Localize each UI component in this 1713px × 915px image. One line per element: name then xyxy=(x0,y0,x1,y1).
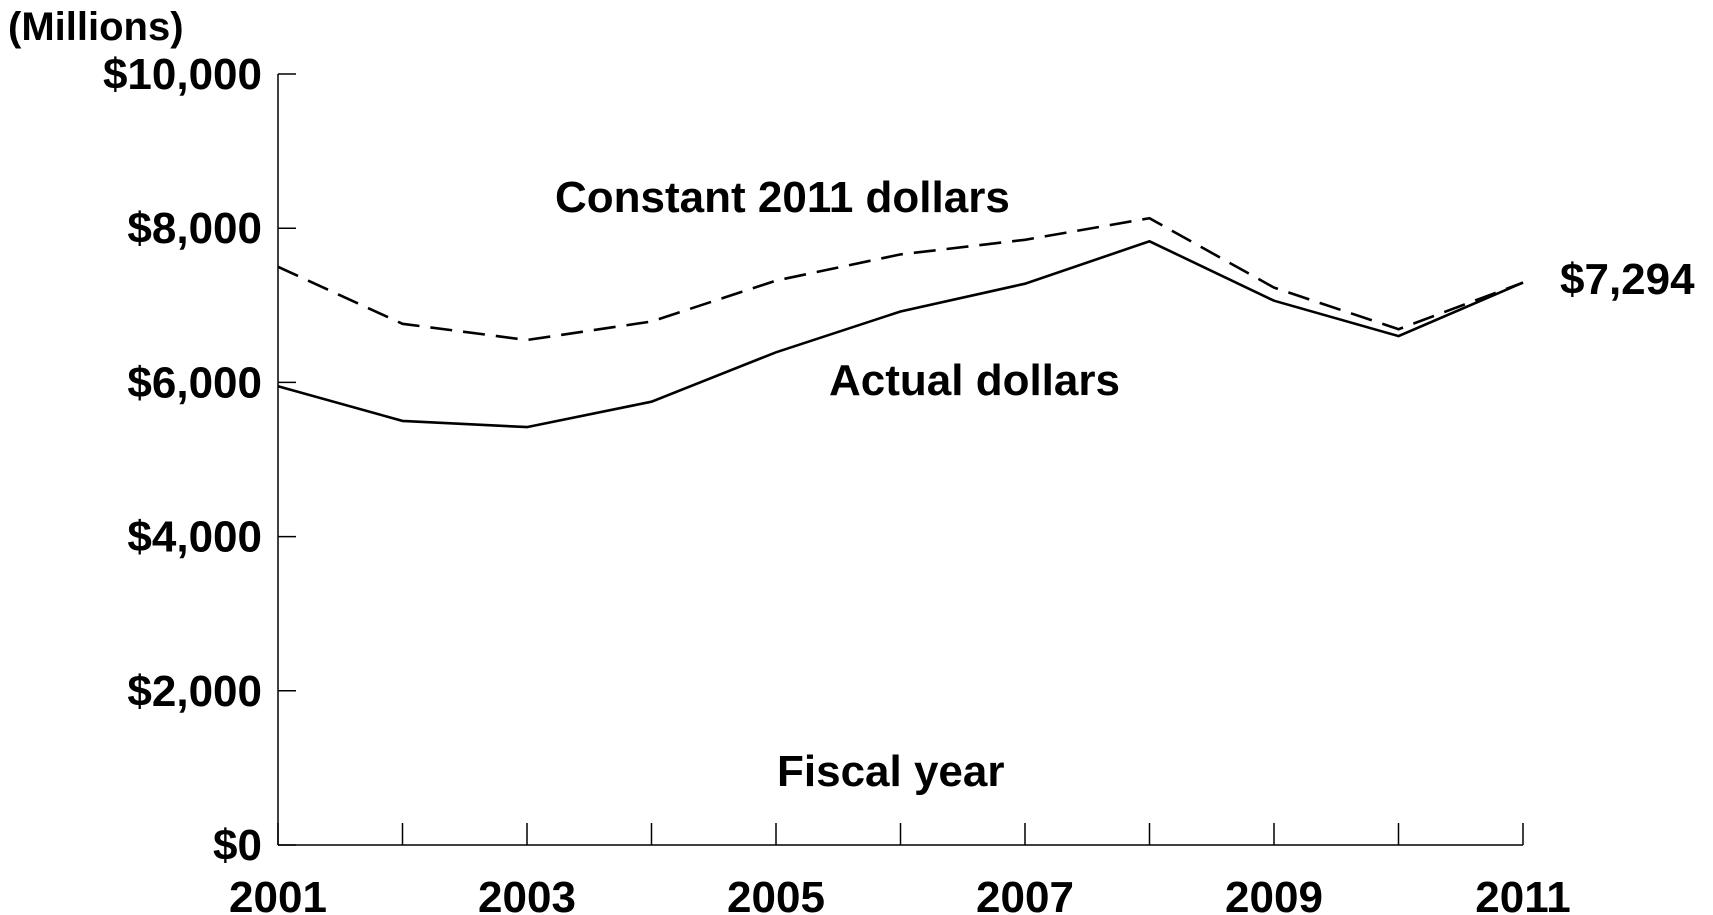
series-line-constant-2011-dollars xyxy=(277,216,1524,342)
series-label-actual: Actual dollars xyxy=(829,356,1120,405)
y-tick-label: $4,000 xyxy=(127,513,262,562)
y-tick-label: $6,000 xyxy=(127,358,262,407)
x-axis-label: Fiscal year xyxy=(777,747,1005,796)
y-axis-unit-label: (Millions) xyxy=(8,5,184,49)
axes: $0 $2,000 $4,000 $6,000 $8,000 $10,000 2001 200… xyxy=(103,50,1571,915)
x-tick-label: 2009 xyxy=(1225,873,1323,915)
x-tick-label: 2003 xyxy=(478,873,576,915)
x-tick-label: 2011 xyxy=(1475,873,1570,915)
series-layer xyxy=(277,216,1524,429)
y-tick-label: $2,000 xyxy=(127,667,262,716)
x-tick-label: 2005 xyxy=(727,873,825,915)
series-line-actual-dollars xyxy=(277,239,1524,429)
x-tick-label: 2007 xyxy=(976,873,1074,915)
series-label-constant: Constant 2011 dollars xyxy=(555,173,1010,222)
labels-layer: (Millions) Constant 2011 dollars Actual … xyxy=(8,5,1695,796)
y-tick-label: $8,000 xyxy=(127,204,262,253)
y-tick-label: $0 xyxy=(213,821,262,870)
end-value-annotation: $7,294 xyxy=(1560,255,1695,304)
y-tick-label: $10,000 xyxy=(103,50,262,99)
x-tick-label: 2001 xyxy=(229,873,327,915)
